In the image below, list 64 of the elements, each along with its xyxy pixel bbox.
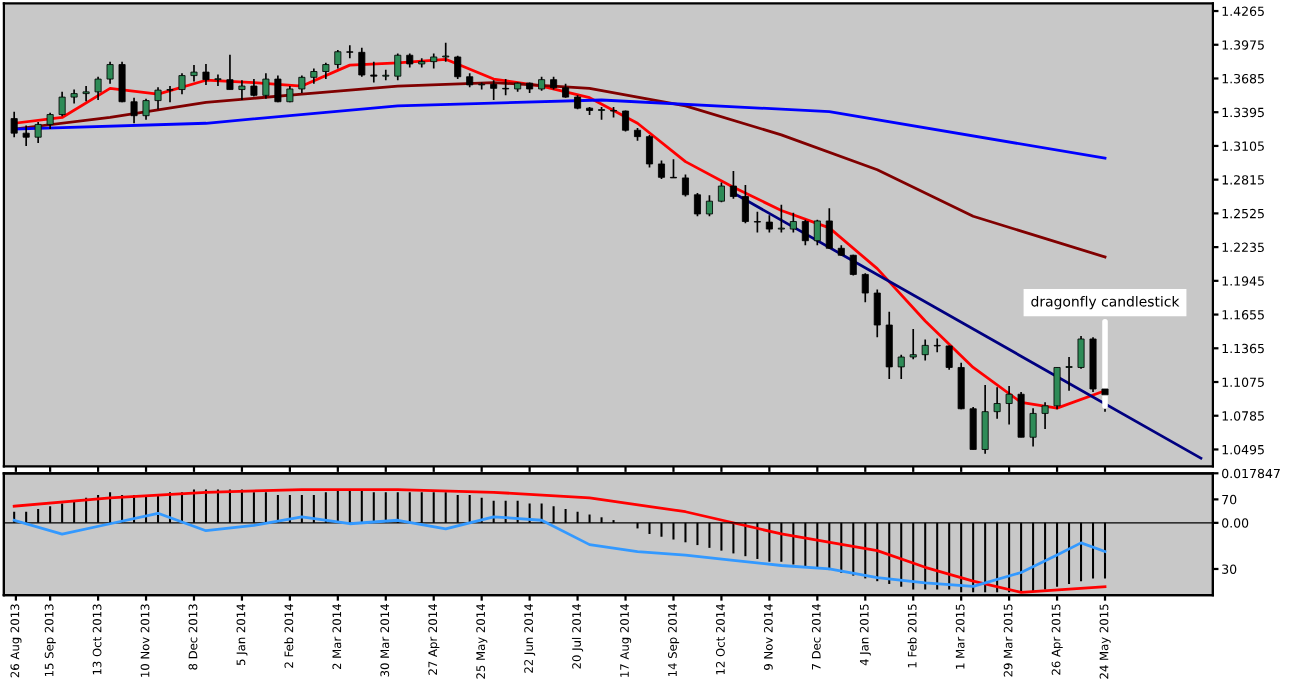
candlestick bbox=[1005, 385, 1013, 426]
candlestick bbox=[813, 218, 821, 247]
candlestick bbox=[442, 41, 450, 63]
candlestick bbox=[118, 60, 126, 104]
candlestick bbox=[729, 170, 737, 200]
candlestick bbox=[166, 85, 174, 104]
candlestick bbox=[94, 75, 102, 101]
candlestick bbox=[741, 184, 749, 225]
candlestick bbox=[789, 211, 797, 234]
candlestick bbox=[705, 194, 713, 218]
candlestick bbox=[669, 158, 677, 179]
candlestick bbox=[993, 386, 1001, 420]
candlestick bbox=[981, 384, 989, 455]
candlestick bbox=[646, 134, 653, 169]
candlestick bbox=[142, 98, 150, 121]
candlestick bbox=[657, 159, 665, 180]
line-series bbox=[12, 98, 1107, 160]
candlestick bbox=[861, 272, 869, 304]
candlestick bbox=[370, 60, 378, 84]
candlestick bbox=[358, 46, 366, 78]
candlestick bbox=[10, 110, 18, 139]
candlestick bbox=[1017, 391, 1025, 439]
candlestick bbox=[1029, 407, 1037, 448]
candlestick bbox=[909, 328, 917, 361]
candlestick bbox=[933, 337, 941, 354]
candlestick bbox=[226, 53, 234, 91]
candlestick bbox=[130, 96, 138, 125]
candlestick bbox=[957, 361, 965, 411]
candlestick bbox=[346, 44, 354, 59]
candlestick bbox=[873, 288, 881, 339]
candlestick bbox=[154, 86, 162, 111]
candlestick bbox=[1041, 401, 1049, 430]
candlestick bbox=[334, 49, 342, 70]
line-series bbox=[12, 488, 1107, 594]
candlestick bbox=[969, 406, 977, 451]
candlestick bbox=[22, 124, 30, 147]
candlestick bbox=[777, 203, 785, 234]
candlestick bbox=[178, 72, 186, 96]
candlestick bbox=[753, 210, 761, 234]
candlestick bbox=[262, 72, 270, 100]
candlestick bbox=[394, 52, 402, 82]
candlestick bbox=[897, 353, 905, 380]
candlestick bbox=[801, 218, 809, 247]
candlestick bbox=[1053, 366, 1061, 411]
candlestick bbox=[825, 207, 833, 250]
candlestick bbox=[106, 60, 114, 85]
candlestick bbox=[921, 338, 929, 362]
candlestick bbox=[34, 121, 42, 144]
candlestick bbox=[202, 63, 210, 86]
candlestick bbox=[82, 85, 90, 102]
candlestick bbox=[214, 73, 222, 87]
line-series bbox=[12, 511, 1107, 588]
candlestick bbox=[58, 91, 66, 118]
candlestick bbox=[238, 79, 246, 101]
candlestick bbox=[945, 344, 953, 371]
candlestick bbox=[681, 173, 689, 198]
candlestick bbox=[490, 79, 498, 101]
candlestick bbox=[1077, 335, 1085, 370]
candlestick bbox=[382, 68, 390, 82]
candlestick bbox=[1065, 356, 1073, 392]
candlestick bbox=[885, 310, 893, 380]
candlestick bbox=[274, 74, 282, 104]
candlestick bbox=[693, 192, 701, 218]
line-series bbox=[12, 81, 1107, 259]
